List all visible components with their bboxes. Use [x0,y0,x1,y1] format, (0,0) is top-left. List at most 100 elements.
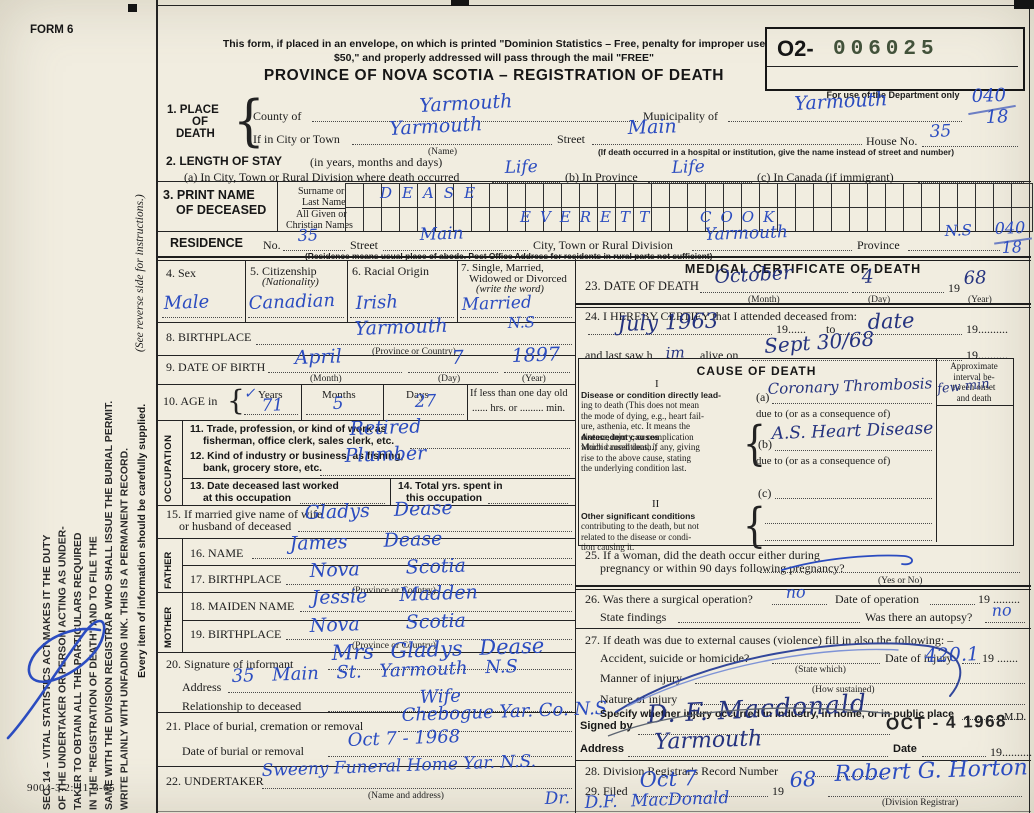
age-label: 10. AGE in [163,394,218,408]
residence-province-label: Province [857,238,900,252]
father-birthplace-caption: (Province or Country) [352,586,436,596]
row15-bottom-rule [158,538,575,540]
accident-label: Accident, suicide or homicide? [600,651,750,665]
occupation-vertical-label: OCCUPATION [163,434,174,502]
death-day-line [852,292,944,293]
filed-label: 29. Filed [585,784,628,798]
state-which-caption: (State which) [795,665,846,675]
undertaker-line [262,788,572,789]
mother-mid-rule [182,620,575,622]
form-title: PROVINCE OF NOVA SCOTIA – REGISTRATION O… [263,67,725,84]
father-birthplace-label: 17. BIRTHPLACE [190,572,282,586]
birthplace-line [256,344,572,345]
s3-label-divider [277,181,279,231]
informant-address-label: Address [182,680,222,694]
city-town-line [352,144,552,145]
s2-heading: 2. LENGTH OF STAY [166,154,283,168]
form-bottom-border [156,811,1031,813]
injury-date-year: 19 ....... [982,651,1018,665]
interval-header-line: tween onset [952,382,996,392]
disease-desc-line: the mode of dying, e.g., heart fail- [581,410,704,421]
cause-b-label: (b) [758,437,772,451]
other-conditions-brace: { [743,499,766,554]
interval-header-line: Approximate [950,361,998,371]
marital-value: Married [461,292,533,315]
stay-city-value: Life [504,156,539,178]
every-item-note: Every item of information should be care… [136,403,148,678]
pregnancy-label-1: 25. If a woman, did the death occur eith… [585,548,820,562]
scan-artifact [451,0,469,6]
row4-7-bottom-rule [158,322,575,324]
s11-label-2: fisherman, office clerk, sales clerk, et… [203,436,395,447]
record-number-label: 28. Division Registrar's Record Number [585,764,779,778]
other-cond-line: related to the disease or condi- [581,531,692,542]
death-month-caption: (Month) [748,295,780,305]
age-brace: { [227,384,245,417]
age-div-2 [383,384,385,420]
name-caption: (Name) [428,147,458,157]
other-cond-line: tion causing it. [581,542,635,553]
age-days-label: Days [406,389,429,401]
manner-line [695,683,1025,684]
s14-label-2: this occupation [406,493,483,504]
given-name-value-2: COOK [700,208,784,226]
given-label-2: Christian Names [286,220,353,231]
interval-column-divider [936,359,938,542]
stay-city-label: (a) In City, Town or Rural Division wher… [184,170,460,184]
cause-b-line [775,450,932,451]
disease-desc-line: ing to death (This does not mean [581,400,699,411]
registrar-caption: (Division Registrar) [882,798,959,808]
dept-use-label: For use of the Department only [826,90,960,100]
mother-birthplace-value: Nova Scotia [309,609,467,637]
doctor-name-value: D.F. MacDonald [584,787,730,813]
file-number-top: 040 [971,84,1007,107]
file2-bottom: 18 [1001,237,1023,257]
attended-from-line [588,334,772,335]
row20-bottom-rule [158,712,575,714]
date-stamp: OCT - 4 1968 [885,711,1008,734]
pen-scribble [6,619,106,740]
attended-from-year: 19...... [776,322,806,336]
father-vertical-label: FATHER [163,551,174,589]
residence-city-line [692,250,852,251]
age-less-label-2: ...... hrs. or ......... min. [472,403,566,414]
age-years-label: Years [258,389,283,401]
sex-line [162,317,242,318]
burial-date-label: Date of burial or removal [182,744,304,758]
s1-label-1: 1. PLACE [167,104,219,116]
s13-label-1: 13. Date deceased last worked [190,481,339,492]
age-days-value: 27 [414,391,437,412]
birthplace-label: 8. BIRTHPLACE [166,330,252,344]
street-label: Street [557,132,585,146]
mother-maiden-value: Jessie Madden [311,581,479,609]
residence-city-value: Yarmouth [704,222,789,245]
s14-line [488,503,568,504]
record-number-line [812,776,884,777]
how-sustained-caption: (How sustained) [812,685,875,695]
injury-date-line [962,663,980,664]
house-no-line [922,146,1018,147]
manner-label: Manner of injury [600,671,682,685]
disease-desc-line: ure, asthenia, etc. It means the [581,421,690,432]
form-number: FORM 6 [30,24,74,36]
burial-place-line [398,731,572,732]
sex-label: 4. Sex [166,266,196,280]
s13-s14-divider [390,478,392,505]
surgery-line [772,604,827,605]
nature-line [690,704,1025,705]
dob-month-value: April [294,345,343,369]
serial-number-stamp: 006025 [833,38,939,61]
stay-canada-label: (c) In Canada (if immigrant) [757,170,894,184]
print-code: 9004-3.2: 11-3-65 [27,782,116,794]
autopsy-label: Was there an autopsy? [865,610,973,624]
stay-province-value: Life [671,156,706,178]
s6-s7-divider [457,260,459,322]
other-cond-line: Other significant conditions [581,511,696,521]
other-cond-line-2 [765,540,932,541]
trade-value: Retired [349,415,422,440]
signed-by-label: Signed by [580,720,633,732]
cause-part1-numeral: I [655,378,659,390]
s4-s5-divider [245,260,247,322]
row10-bottom-rule [158,420,575,422]
surgery-value: no [785,582,806,602]
